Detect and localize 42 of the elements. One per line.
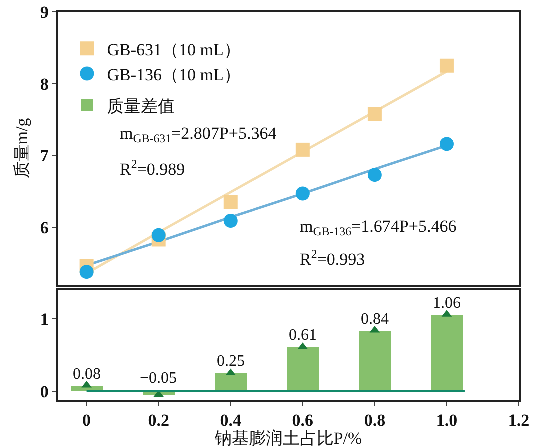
bar — [359, 331, 391, 391]
point — [440, 137, 454, 152]
legend-label: 质量差值 — [107, 96, 176, 116]
data-label: 0.84 — [361, 311, 389, 328]
point — [440, 58, 454, 73]
y-tick-label: 0 — [40, 382, 49, 402]
point — [224, 195, 238, 210]
point — [368, 107, 382, 122]
point — [296, 186, 310, 201]
point — [152, 228, 166, 242]
annotation: m$_{GB-631}$=2.807P+5.364 — [120, 124, 278, 146]
point — [296, 142, 310, 157]
y-tick-label: 8 — [40, 74, 49, 94]
annotation: m$_{GB-136}$=1.674P+5.466 — [300, 217, 457, 239]
data-label: 1.06 — [433, 295, 461, 312]
annotation: R$^{2}$=0.989 — [120, 157, 186, 180]
bar — [215, 373, 247, 391]
legend-label: GB-631（10 mL） — [107, 40, 241, 60]
x-tick-label: 0 — [82, 411, 92, 430]
point — [224, 214, 238, 228]
y-tick-label: 6 — [40, 218, 49, 238]
x-axis-title: 钠基膨润土占比P/% — [214, 429, 362, 448]
data-label: 0.25 — [217, 353, 245, 370]
x-tick-label: 1.2 — [508, 411, 530, 430]
legend-label: GB-136（10 mL） — [107, 65, 241, 84]
x-tick-label: 0.6 — [292, 411, 314, 430]
x-tick-label: 0.4 — [220, 411, 242, 430]
data-label: 0.08 — [73, 366, 101, 383]
bar — [287, 347, 319, 391]
data-label: −0.05 — [140, 370, 178, 387]
x-tick-label: 0.2 — [148, 411, 170, 430]
point — [368, 168, 382, 182]
bar — [431, 315, 463, 391]
y-axis-title: 质量m/g — [12, 118, 32, 179]
x-tick-label: 1.0 — [436, 411, 458, 430]
y-tick-label: 7 — [40, 146, 50, 166]
data-label: 0.61 — [289, 327, 317, 344]
y-tick-label: 9 — [40, 2, 49, 22]
y-tick-label: 1 — [40, 310, 49, 329]
annotation: R$^{2}$=0.993 — [300, 247, 366, 270]
x-tick-label: 0.8 — [364, 411, 386, 430]
point — [80, 265, 94, 280]
